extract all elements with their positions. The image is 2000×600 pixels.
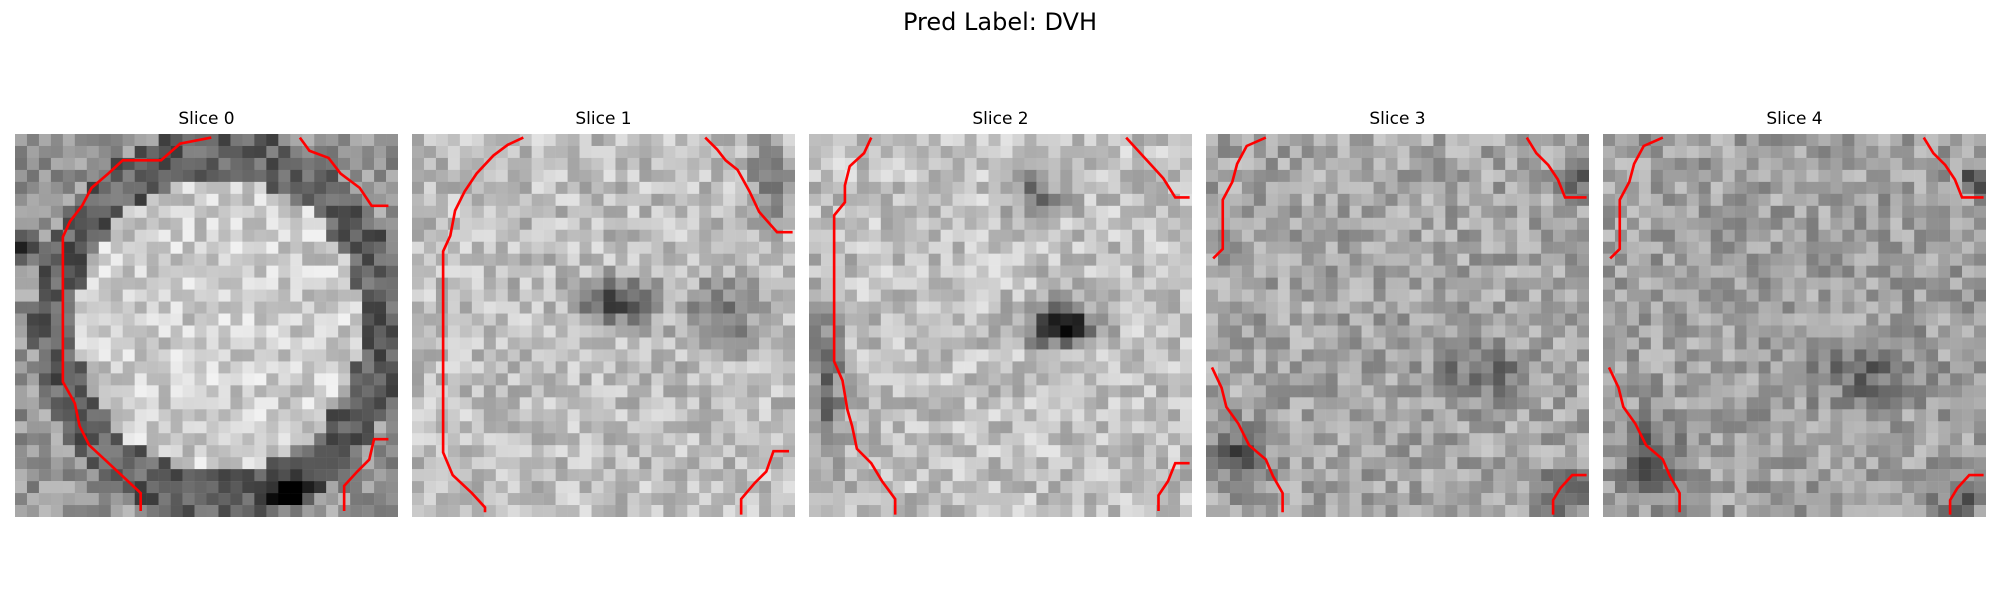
- slice-0-contour-overlay: [61, 136, 389, 512]
- contour-line: [441, 136, 524, 513]
- slice-4-image: [1603, 134, 1986, 517]
- slice-4-contour-overlay: [1607, 136, 1984, 515]
- contour-line: [739, 449, 790, 515]
- contour-line: [1525, 136, 1587, 199]
- figure-title: Pred Label: DVH: [902, 8, 1097, 36]
- contour-line: [1922, 136, 1984, 199]
- contour-line: [1948, 473, 1984, 515]
- panel-title-slice-3: Slice 3: [1369, 109, 1426, 129]
- slice-2-contour-overlay: [832, 136, 1190, 515]
- slice-4-pixels: [1603, 134, 1986, 517]
- panel-title-slice-4: Slice 4: [1766, 109, 1823, 129]
- contour-line: [832, 137, 897, 515]
- panel-title-slice-1: Slice 1: [575, 109, 632, 129]
- contour-line: [1157, 461, 1190, 512]
- slice-3-contour-overlay: [1210, 136, 1587, 515]
- contour-line: [1125, 136, 1190, 199]
- slice-2-image: [809, 134, 1192, 517]
- slice-0-image: [15, 134, 398, 517]
- contour-line: [1210, 366, 1284, 513]
- contour-line: [1212, 136, 1267, 260]
- panel-title-slice-2: Slice 2: [972, 109, 1029, 129]
- contour-line: [1551, 473, 1587, 515]
- slice-2-pixels: [809, 134, 1192, 517]
- contour-line: [342, 437, 389, 512]
- slice-3-image: [1206, 134, 1589, 517]
- contour-line: [298, 136, 389, 208]
- slice-1-pixels: [412, 134, 795, 517]
- slice-1-image: [412, 134, 795, 517]
- contour-line: [704, 136, 793, 234]
- slice-3-pixels: [1206, 134, 1589, 517]
- slice-1-contour-overlay: [441, 136, 793, 515]
- slice-0-pixels: [15, 134, 398, 517]
- contour-line: [1607, 366, 1681, 513]
- contour-line: [1609, 136, 1664, 260]
- contour-line: [61, 136, 212, 512]
- panel-title-slice-0: Slice 0: [178, 109, 235, 129]
